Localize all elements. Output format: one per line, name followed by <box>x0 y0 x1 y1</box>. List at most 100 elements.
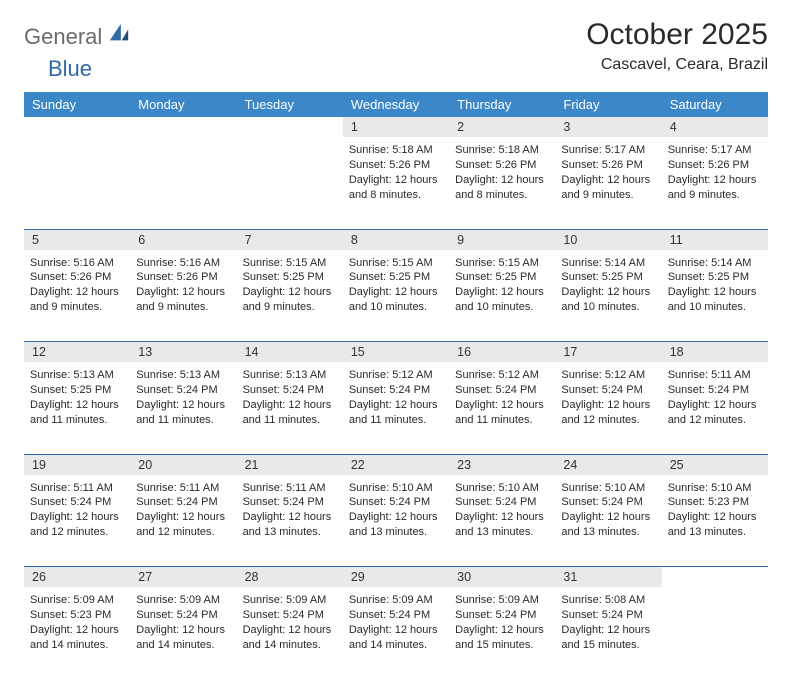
day-header: Friday <box>555 92 661 117</box>
day-detail: Sunrise: 5:18 AMSunset: 5:26 PMDaylight:… <box>349 141 443 202</box>
day-detail: Sunrise: 5:18 AMSunset: 5:26 PMDaylight:… <box>455 141 549 202</box>
day-number: 14 <box>245 345 259 359</box>
sunset-text: Sunset: 5:23 PM <box>668 495 762 510</box>
location-text: Cascavel, Ceara, Brazil <box>586 56 768 74</box>
day-detail: Sunrise: 5:15 AMSunset: 5:25 PMDaylight:… <box>349 254 443 315</box>
day-cell: Sunrise: 5:10 AMSunset: 5:23 PMDaylight:… <box>662 475 768 567</box>
day-number: 8 <box>351 233 358 247</box>
day-header: Wednesday <box>343 92 449 117</box>
sunrise-text: Sunrise: 5:09 AM <box>243 593 337 608</box>
day-number-cell: 18 <box>662 342 768 363</box>
day-detail: Sunrise: 5:09 AMSunset: 5:24 PMDaylight:… <box>455 591 549 652</box>
page-root: General October 2025 Cascavel, Ceara, Br… <box>0 0 792 612</box>
sunset-text: Sunset: 5:25 PM <box>561 270 655 285</box>
day-detail: Sunrise: 5:10 AMSunset: 5:23 PMDaylight:… <box>668 479 762 540</box>
day-detail: Sunrise: 5:10 AMSunset: 5:24 PMDaylight:… <box>561 479 655 540</box>
day-number-cell: 21 <box>237 454 343 475</box>
sunrise-text: Sunrise: 5:11 AM <box>668 368 762 383</box>
daylight2-text: and 11 minutes. <box>455 413 549 428</box>
day-cell: Sunrise: 5:09 AMSunset: 5:24 PMDaylight:… <box>343 587 449 679</box>
day-cell: Sunrise: 5:16 AMSunset: 5:26 PMDaylight:… <box>130 250 236 342</box>
day-cell: Sunrise: 5:15 AMSunset: 5:25 PMDaylight:… <box>343 250 449 342</box>
day-cell: Sunrise: 5:11 AMSunset: 5:24 PMDaylight:… <box>24 475 130 567</box>
day-detail: Sunrise: 5:09 AMSunset: 5:23 PMDaylight:… <box>30 591 124 652</box>
day-number-cell: 17 <box>555 342 661 363</box>
day-cell: Sunrise: 5:14 AMSunset: 5:25 PMDaylight:… <box>662 250 768 342</box>
daylight1-text: Daylight: 12 hours <box>561 510 655 525</box>
sunrise-text: Sunrise: 5:13 AM <box>30 368 124 383</box>
daynum-row: 19202122232425 <box>24 454 768 475</box>
sunrise-text: Sunrise: 5:14 AM <box>561 256 655 271</box>
day-detail: Sunrise: 5:16 AMSunset: 5:26 PMDaylight:… <box>136 254 230 315</box>
day-cell: Sunrise: 5:15 AMSunset: 5:25 PMDaylight:… <box>449 250 555 342</box>
day-number: 23 <box>457 458 471 472</box>
daylight1-text: Daylight: 12 hours <box>136 398 230 413</box>
sunrise-text: Sunrise: 5:10 AM <box>455 481 549 496</box>
daylight2-text: and 12 minutes. <box>561 413 655 428</box>
day-number-cell <box>130 117 236 137</box>
daynum-row: 12131415161718 <box>24 342 768 363</box>
day-number-cell: 26 <box>24 567 130 588</box>
day-number: 26 <box>32 570 46 584</box>
day-number-cell: 23 <box>449 454 555 475</box>
daynum-row: 567891011 <box>24 229 768 250</box>
day-content-row: Sunrise: 5:09 AM Sunset: 5:23 PM Daylight:… <box>24 587 768 679</box>
day-number-cell: 3 <box>555 117 661 137</box>
sunrise-text: Sunrise: 5:10 AM <box>561 481 655 496</box>
sunset-text: Sunset: 5:26 PM <box>136 270 230 285</box>
sunset-text: Sunset: 5:24 PM <box>243 608 337 623</box>
day-number-cell: 10 <box>555 229 661 250</box>
day-header: Sunday <box>24 92 130 117</box>
sunset-text: Sunset: 5:24 PM <box>349 383 443 398</box>
daylight2-text: and 11 minutes. <box>349 413 443 428</box>
brand-text-blue: Blue <box>48 56 92 81</box>
day-detail: Sunrise: 5:17 AMSunset: 5:26 PMDaylight:… <box>561 141 655 202</box>
day-number-cell: 28 <box>237 567 343 588</box>
day-cell: Sunrise: 5:13 AMSunset: 5:24 PMDaylight:… <box>237 362 343 454</box>
day-detail: Sunrise: 5:11 AMSunset: 5:24 PMDaylight:… <box>136 479 230 540</box>
daylight2-text: and 13 minutes. <box>455 525 549 540</box>
day-number: 10 <box>563 233 577 247</box>
daynum-row: 262728293031 <box>24 567 768 588</box>
daylight2-text: and 9 minutes. <box>136 300 230 315</box>
day-cell: Sunrise: 5:09 AMSunset: 5:24 PMDaylight:… <box>237 587 343 679</box>
sunrise-text: Sunrise: 5:18 AM <box>349 143 443 158</box>
day-number: 13 <box>138 345 152 359</box>
day-detail: Sunrise: 5:15 AMSunset: 5:25 PMDaylight:… <box>243 254 337 315</box>
daylight2-text: and 10 minutes. <box>668 300 762 315</box>
day-detail: Sunrise: 5:13 AMSunset: 5:24 PMDaylight:… <box>243 366 337 427</box>
day-header: Tuesday <box>237 92 343 117</box>
day-cell: Sunrise: 5:11 AMSunset: 5:24 PMDaylight:… <box>237 475 343 567</box>
daylight2-text: and 13 minutes. <box>668 525 762 540</box>
day-number-cell: 16 <box>449 342 555 363</box>
day-cell <box>662 587 768 679</box>
calendar-head: Sunday Monday Tuesday Wednesday Thursday… <box>24 92 768 117</box>
daylight1-text: Daylight: 12 hours <box>30 510 124 525</box>
day-number-cell: 11 <box>662 229 768 250</box>
day-number-cell: 19 <box>24 454 130 475</box>
daylight1-text: Daylight: 12 hours <box>561 398 655 413</box>
day-header: Thursday <box>449 92 555 117</box>
sunset-text: Sunset: 5:25 PM <box>349 270 443 285</box>
sunrise-text: Sunrise: 5:08 AM <box>561 593 655 608</box>
sunset-text: Sunset: 5:23 PM <box>30 608 124 623</box>
day-number: 17 <box>563 345 577 359</box>
day-number-cell: 27 <box>130 567 236 588</box>
daylight1-text: Daylight: 12 hours <box>136 623 230 638</box>
daylight2-text: and 8 minutes. <box>455 188 549 203</box>
sunset-text: Sunset: 5:24 PM <box>561 383 655 398</box>
daylight2-text: and 14 minutes. <box>30 638 124 653</box>
day-number: 6 <box>138 233 145 247</box>
daylight2-text: and 14 minutes. <box>136 638 230 653</box>
title-block: October 2025 Cascavel, Ceara, Brazil <box>586 18 768 74</box>
day-content-row: Sunrise: 5:16 AMSunset: 5:26 PMDaylight:… <box>24 250 768 342</box>
daylight2-text: and 15 minutes. <box>561 638 655 653</box>
day-detail: Sunrise: 5:16 AMSunset: 5:26 PMDaylight:… <box>30 254 124 315</box>
day-cell: Sunrise: 5:12 AMSunset: 5:24 PMDaylight:… <box>449 362 555 454</box>
daylight2-text: and 15 minutes. <box>455 638 549 653</box>
daylight1-text: Daylight: 12 hours <box>243 285 337 300</box>
day-cell: Sunrise: 5:15 AMSunset: 5:25 PMDaylight:… <box>237 250 343 342</box>
day-number: 24 <box>563 458 577 472</box>
sunset-text: Sunset: 5:24 PM <box>455 608 549 623</box>
day-cell: Sunrise: 5:10 AMSunset: 5:24 PMDaylight:… <box>449 475 555 567</box>
